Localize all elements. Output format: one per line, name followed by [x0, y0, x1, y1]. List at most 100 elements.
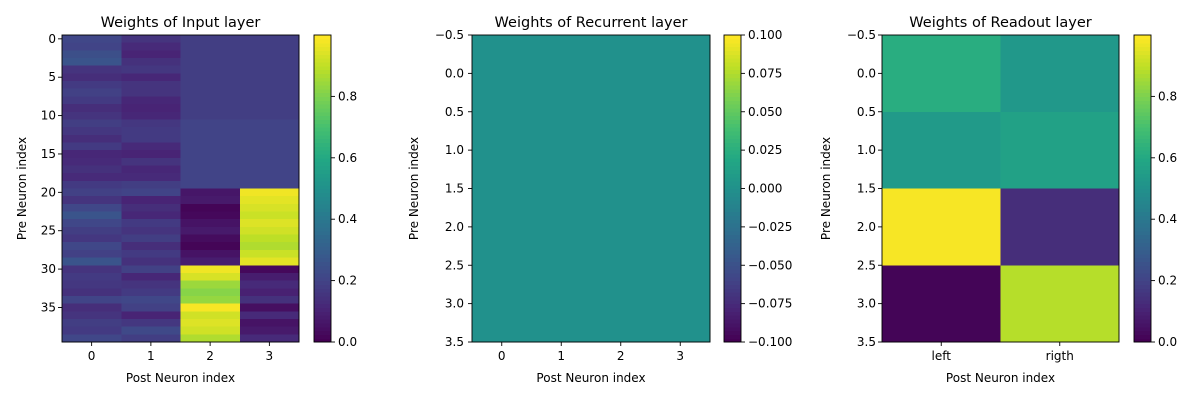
heatmap-cell-r20-c1: [121, 188, 182, 197]
colorbar-tick-label: 0.4: [338, 212, 357, 226]
heatmap-cell-r22-c0: [62, 203, 122, 213]
colorbar-segment: [1134, 81, 1151, 86]
heatmap-cell-r5-c1: [121, 73, 182, 82]
colorbar-segment: [1134, 307, 1151, 312]
heatmap-cell-r38-c3: [239, 326, 300, 335]
heatmap-cell-r34-c3: [239, 295, 300, 305]
x-tick-label: 3: [266, 349, 274, 363]
colorbar-tick-label: 0.2: [338, 274, 357, 288]
colorbar-segment: [724, 200, 741, 205]
y-tick-label: −0.5: [435, 28, 464, 42]
y-tick-label: 0.0: [857, 66, 876, 80]
heatmap-cell-r24-c1: [121, 219, 182, 228]
colorbar-segment: [724, 88, 741, 94]
colorbar-segment: [314, 73, 331, 78]
heatmap-cell-r28-c1: [121, 249, 182, 259]
heatmap-cell-r9-c0: [62, 104, 122, 113]
colorbar-segment: [314, 104, 331, 109]
colorbar-segment: [724, 272, 741, 278]
colorbar-segment: [1134, 96, 1151, 101]
colorbar-segment: [1134, 326, 1151, 332]
colorbar-segment: [724, 153, 741, 159]
colorbar-segment: [314, 42, 331, 48]
heatmap-cell-r7-c2: [180, 88, 241, 97]
heatmap-cell-r16-c2: [180, 157, 241, 167]
colorbar-segment: [724, 207, 741, 213]
colorbar-segment: [314, 157, 331, 163]
y-tick-label: −0.5: [847, 28, 876, 42]
colorbar-frame: [313, 34, 332, 343]
colorbar-segment: [724, 65, 741, 71]
heatmap-cell-r13-c1: [121, 134, 182, 144]
heatmap-cell-r39-c1: [121, 334, 182, 343]
colorbar-segment: [314, 215, 331, 220]
colorbar-segment: [314, 119, 331, 124]
colorbar-segment: [314, 69, 331, 74]
colorbar-segment: [314, 200, 331, 205]
colorbar-segment: [724, 46, 741, 51]
colorbar-segment: [724, 73, 741, 78]
heatmap-cell-r24-c0: [62, 219, 122, 228]
y-tick-label: 20: [41, 185, 56, 199]
heatmap-cell-r21-c3: [239, 196, 300, 205]
colorbar-segment: [724, 318, 741, 324]
colorbar-segment: [314, 207, 331, 213]
heatmap-cell-r20-c2: [180, 188, 241, 197]
heatmap-cell-r16-c1: [121, 157, 182, 167]
colorbar-segment: [314, 269, 331, 274]
colorbar-segment: [724, 50, 741, 55]
colorbar-segment: [314, 230, 331, 236]
heatmap-cell-r2-c0: [882, 188, 1002, 266]
colorbar-segment: [1134, 265, 1151, 270]
heatmap-cell-r0-c1: [1000, 35, 1120, 113]
heatmap-cell-r15-c1: [121, 150, 182, 159]
colorbar-segment: [314, 295, 331, 301]
heatmap-cell-r23-c2: [180, 211, 241, 220]
heatmap-cell-r7-c1: [121, 88, 182, 97]
colorbar-segment: [724, 61, 741, 67]
colorbar-segment: [1134, 77, 1151, 82]
heatmap-cell-r31-c0: [62, 272, 122, 282]
colorbar-segment: [724, 142, 741, 147]
heatmap-cell-r34-c0: [62, 295, 122, 305]
colorbar-segment: [724, 111, 741, 117]
colorbar-segment: [314, 54, 331, 59]
colorbar-segment: [314, 35, 331, 40]
heatmap-cell-r30-c1: [121, 265, 182, 274]
colorbar-segment: [314, 192, 331, 197]
colorbar-segment: [1134, 69, 1151, 74]
colorbar-segment: [314, 127, 331, 132]
colorbar-segment: [724, 196, 741, 201]
y-tick-label: 1.5: [445, 182, 464, 196]
colorbar-segment: [1134, 38, 1151, 44]
heatmap-cell-r16-c0: [62, 157, 122, 167]
colorbar-segment: [724, 249, 741, 255]
colorbar-segment: [724, 253, 741, 259]
colorbar-segment: [314, 322, 331, 328]
heatmap-cell-r1-c2: [591, 111, 652, 190]
colorbar-segment: [1134, 200, 1151, 205]
colorbar-segment: [724, 188, 741, 193]
heatmap-cell-r20-c3: [239, 188, 300, 197]
colorbar-segment: [1134, 127, 1151, 132]
colorbar-segment: [724, 130, 741, 136]
colorbar-segment: [314, 326, 331, 332]
colorbar-segment: [314, 130, 331, 136]
colorbar-segment: [1134, 100, 1151, 105]
heatmap-cell-r1-c0: [882, 111, 1002, 190]
heatmap-cell-r36-c1: [121, 311, 182, 320]
heatmap-cell-r18-c0: [62, 173, 122, 182]
heatmap-cell-r2-c3: [650, 188, 711, 266]
y-tick-label: 3.0: [857, 297, 876, 311]
colorbar-segment: [314, 153, 331, 159]
heatmap-cell-r3-c3: [650, 265, 711, 343]
colorbar-segment: [724, 192, 741, 197]
heatmap-cell-r21-c2: [180, 196, 241, 205]
heatmap-cell-r7-c3: [239, 88, 300, 97]
colorbar-segment: [1134, 253, 1151, 259]
heatmap-cell-r38-c1: [121, 326, 182, 335]
colorbar: [314, 35, 331, 343]
colorbar-segment: [724, 84, 741, 90]
colorbar-tick-label: 0.2: [1158, 274, 1177, 288]
